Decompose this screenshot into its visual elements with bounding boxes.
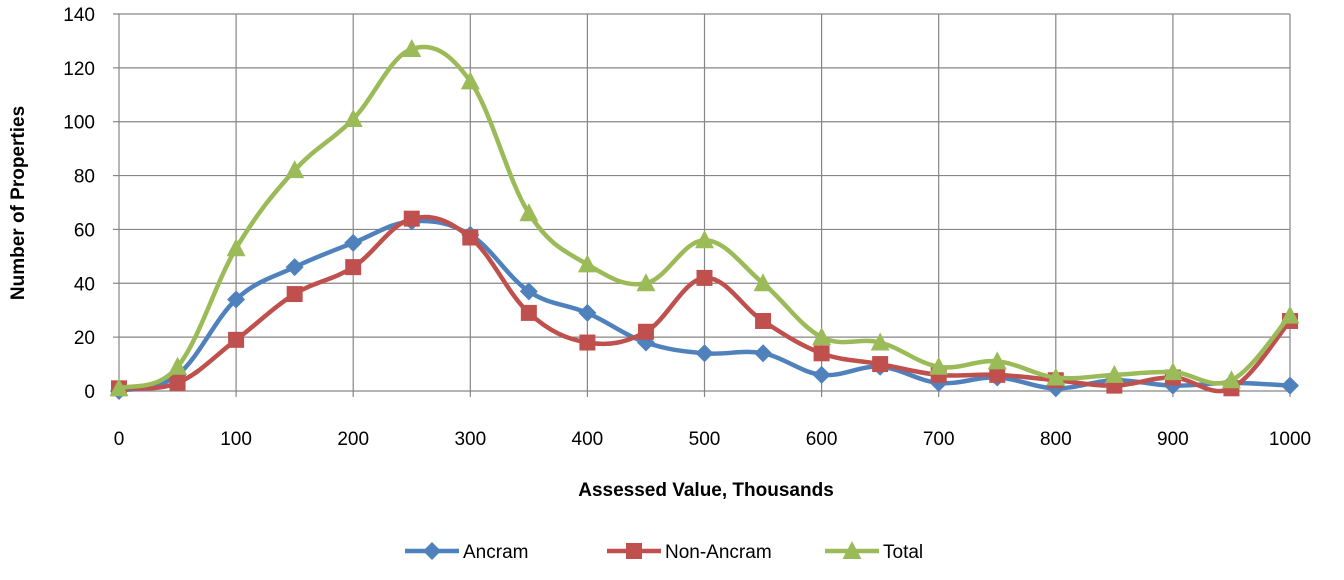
data-point-triangle: [402, 39, 422, 58]
data-point-triangle: [343, 109, 363, 128]
data-point-diamond: [285, 258, 304, 277]
x-tick-label: 900: [1157, 429, 1189, 450]
data-point-square: [228, 331, 245, 348]
axes: [113, 13, 1291, 397]
data-point-triangle: [226, 238, 246, 257]
data-point-diamond: [695, 344, 714, 363]
data-point-diamond: [519, 282, 538, 301]
data-point-diamond: [578, 303, 597, 322]
data-point-square: [345, 259, 362, 276]
y-tick-label: 0: [84, 382, 95, 403]
x-tick-label: 100: [220, 429, 252, 450]
x-tick-label: 600: [806, 429, 838, 450]
legend-label: Non-Ancram: [665, 542, 772, 563]
data-point-square: [813, 345, 830, 362]
data-point-triangle: [168, 356, 188, 375]
data-point-diamond: [227, 290, 246, 309]
data-point-triangle: [870, 332, 890, 351]
data-point-triangle: [1046, 367, 1066, 386]
data-point-square: [989, 366, 1006, 383]
x-tick-label: 1000: [1269, 429, 1311, 450]
x-axis-title: Assessed Value, Thousands: [578, 480, 834, 501]
data-point-triangle: [1104, 364, 1124, 383]
grid: [119, 13, 1291, 391]
data-point-triangle: [109, 378, 129, 397]
y-tick-label: 20: [74, 328, 95, 349]
data-point-square: [462, 229, 479, 246]
x-tick-labels: 0 100 200 300 400 500 600 700 800 900 1000: [114, 429, 1311, 450]
data-point-square: [696, 269, 713, 286]
y-tick-label: 100: [63, 113, 95, 134]
series-group: [109, 39, 1300, 400]
data-point-square: [520, 304, 537, 321]
x-tick-label: 500: [689, 429, 721, 450]
data-point-triangle: [1163, 362, 1183, 381]
data-point-triangle: [987, 351, 1007, 370]
x-tick-label: 300: [454, 429, 486, 450]
data-point-triangle: [753, 273, 773, 292]
data-point-diamond: [344, 233, 363, 252]
legend-marker-square: [626, 543, 642, 559]
data-point-diamond: [754, 344, 773, 363]
data-point-triangle: [577, 254, 597, 273]
y-axis-title: Number of Properties: [8, 106, 29, 300]
data-point-triangle: [929, 356, 949, 375]
data-point-square: [169, 374, 186, 391]
data-point-square: [872, 356, 889, 373]
data-point-square: [286, 286, 303, 303]
x-tick-label: 800: [1040, 429, 1072, 450]
x-tick-label: 0: [114, 429, 125, 450]
y-tick-label: 40: [74, 274, 95, 295]
legend-label: Ancram: [463, 542, 528, 563]
x-tick-label: 400: [572, 429, 604, 450]
x-tick-label: 700: [923, 429, 955, 450]
y-tick-label: 80: [74, 167, 95, 188]
legend-item: Total: [825, 541, 923, 563]
data-point-diamond: [1281, 376, 1299, 395]
data-point-triangle: [1280, 305, 1300, 324]
x-tick-label: 200: [337, 429, 369, 450]
data-point-square: [637, 323, 654, 340]
data-point-diamond: [812, 365, 831, 384]
data-point-triangle: [1221, 370, 1241, 389]
y-tick-labels: 0 20 40 60 80 100 120 140: [63, 5, 95, 403]
data-point-triangle: [460, 71, 480, 90]
data-point-square: [403, 210, 420, 227]
data-point-square: [755, 312, 772, 329]
data-point-triangle: [285, 160, 305, 179]
legend-marker-triangle: [842, 541, 862, 559]
data-point-triangle: [519, 203, 539, 222]
data-point-square: [579, 334, 596, 351]
legend-item: Non-Ancram: [607, 542, 772, 563]
legend-label: Total: [883, 542, 923, 563]
data-point-triangle: [636, 273, 656, 292]
legend-marker-diamond: [423, 542, 441, 560]
data-point-triangle: [812, 327, 832, 346]
y-tick-label: 60: [74, 220, 95, 241]
legend: Ancram Non-Ancram Total: [405, 541, 923, 563]
series-total: [109, 39, 1300, 397]
data-point-triangle: [695, 230, 714, 249]
y-tick-label: 120: [63, 59, 95, 80]
y-tick-label: 140: [63, 5, 95, 26]
legend-item: Ancram: [405, 542, 528, 563]
